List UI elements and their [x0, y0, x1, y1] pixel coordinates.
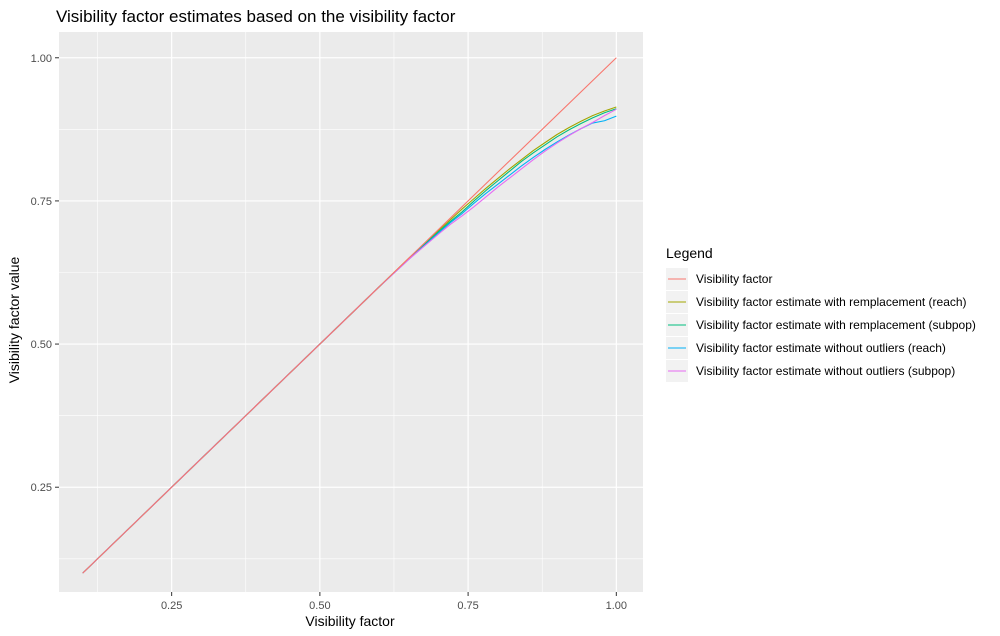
- x-axis-title: Visibility factor: [305, 613, 395, 629]
- major-gridlines: [59, 32, 643, 592]
- legend-label: Visibility factor estimate with remplace…: [696, 318, 976, 332]
- legend-title: Legend: [666, 245, 713, 261]
- x-tick-label: 1.00: [606, 600, 627, 612]
- y-tick-label: 0.25: [31, 482, 52, 494]
- series-layer: [82, 57, 617, 574]
- x-tick-label: 0.25: [161, 600, 182, 612]
- legend-label: Visibility factor estimate with remplace…: [696, 295, 967, 309]
- series-line-1: [82, 57, 617, 574]
- legend-label: Visibility factor: [696, 272, 772, 286]
- x-axis: 0.25 0.50 0.75 1.00: [161, 592, 627, 612]
- y-tick-label: 1.00: [31, 53, 52, 65]
- legend-label: Visibility factor estimate without outli…: [696, 364, 955, 378]
- y-axis: 0.25 0.50 0.75 1.00: [31, 53, 59, 494]
- minor-gridlines: [59, 32, 643, 592]
- y-axis-title: Visibility factor value: [6, 257, 22, 384]
- legend: Legend Visibility factor Visibility facto…: [666, 245, 976, 382]
- x-tick-label: 0.75: [457, 600, 478, 612]
- legend-label: Visibility factor estimate without outli…: [696, 341, 946, 355]
- y-tick-label: 0.50: [31, 339, 52, 351]
- x-tick-label: 0.50: [309, 600, 330, 612]
- chart-title: Visibility factor estimates based on the…: [56, 7, 456, 26]
- y-tick-label: 0.75: [31, 196, 52, 208]
